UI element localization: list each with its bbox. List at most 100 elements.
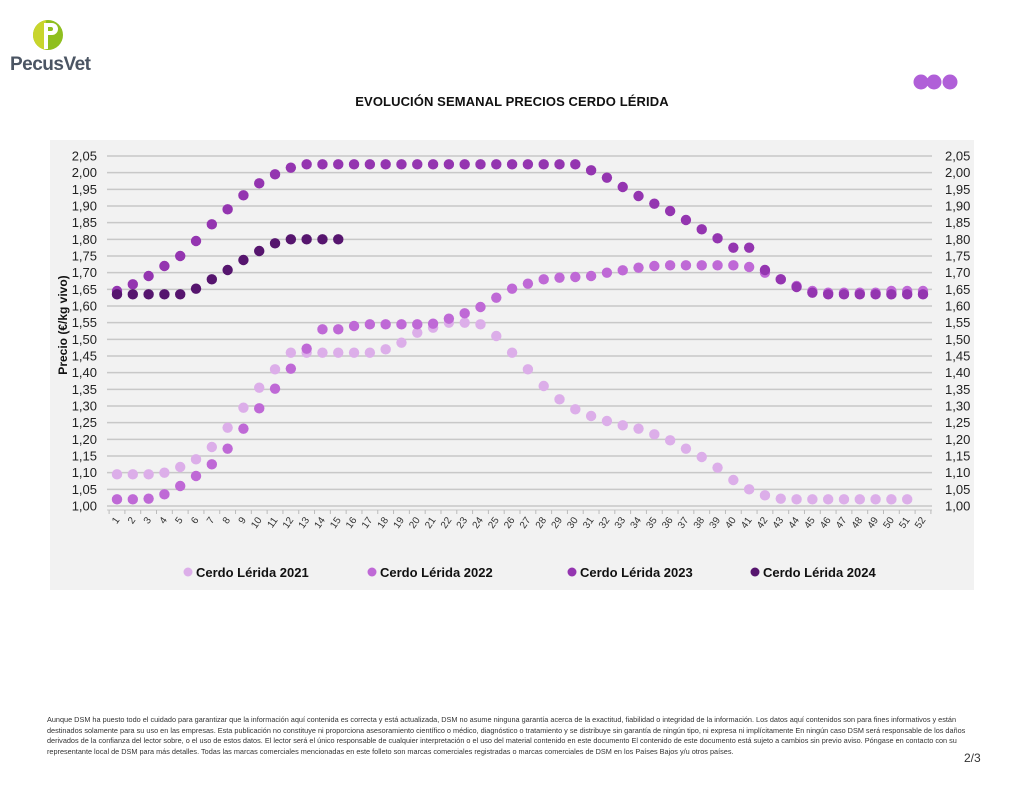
data-point	[222, 443, 233, 454]
y-tick-label-right: 1,25	[945, 415, 970, 430]
y-tick-label-left: 1,85	[72, 215, 97, 230]
data-point	[254, 178, 265, 189]
brand-name: PecusVet	[10, 54, 91, 75]
x-tick-label: 21	[423, 515, 439, 531]
decorative-dots-icon	[913, 74, 958, 90]
data-point	[791, 494, 802, 505]
y-tick-label-right: 1,85	[945, 215, 970, 230]
data-point	[617, 265, 628, 276]
data-point	[680, 260, 692, 271]
x-tick-label: 32	[597, 515, 613, 531]
x-tick-label: 13	[297, 515, 313, 531]
data-point	[475, 319, 486, 330]
x-tick-label: 42	[755, 515, 771, 531]
data-point	[475, 159, 486, 170]
y-tick-label-left: 1,80	[72, 232, 97, 247]
x-tick-label: 4	[158, 515, 170, 526]
data-point	[901, 494, 913, 505]
data-point	[206, 441, 218, 453]
data-point	[238, 402, 249, 413]
x-tick-label: 22	[439, 515, 455, 531]
data-point	[538, 159, 549, 170]
data-point	[522, 278, 534, 289]
data-point	[127, 494, 139, 505]
y-tick-label-left: 1,55	[72, 315, 97, 330]
data-point	[206, 274, 218, 285]
y-tick-label-right: 1,60	[945, 299, 970, 314]
data-point	[301, 343, 312, 354]
x-tick-label: 28	[534, 515, 550, 531]
data-point	[206, 219, 218, 230]
data-point	[206, 459, 218, 470]
deco-dot	[926, 74, 942, 90]
data-point	[538, 380, 549, 392]
data-point	[364, 319, 376, 330]
data-point	[254, 403, 265, 414]
data-point	[285, 363, 297, 374]
data-point	[396, 337, 407, 348]
data-point	[301, 234, 312, 245]
y-tick-label-right: 1,20	[945, 432, 970, 447]
data-point	[412, 159, 423, 170]
x-tick-label: 11	[266, 515, 281, 530]
data-point	[459, 159, 470, 170]
y-tick-label-right: 1,30	[945, 399, 970, 414]
data-point	[743, 242, 755, 253]
data-point	[854, 289, 865, 300]
data-point	[238, 190, 249, 201]
data-point	[443, 313, 455, 324]
y-axis-left: 1,00 1,05 1,101,15 1,20 1,251,30 1,35 1,401,45…	[72, 149, 97, 514]
y-tick-label-right: 1,50	[945, 332, 970, 347]
data-point	[491, 159, 502, 170]
logo-mark-icon	[33, 20, 63, 50]
data-point	[570, 159, 581, 170]
deco-dot	[913, 74, 929, 90]
data-point	[317, 347, 328, 358]
data-point	[712, 462, 723, 473]
x-tick-label: 25	[486, 515, 502, 531]
data-point	[728, 242, 739, 253]
y-tick-label-left: 1,50	[72, 332, 97, 347]
data-point	[333, 347, 344, 358]
data-point	[301, 159, 312, 170]
y-tick-label-left: 1,75	[72, 249, 97, 264]
y-tick-label-right: 1,40	[945, 365, 970, 380]
data-point	[585, 410, 597, 422]
data-point	[443, 159, 455, 170]
legend-item: Cerdo Lérida 2023	[567, 565, 693, 580]
data-point	[238, 423, 249, 434]
data-point	[901, 289, 913, 300]
data-point	[554, 159, 565, 170]
data-point	[269, 238, 281, 249]
data-point	[127, 469, 139, 480]
y-tick-label-right: 1,10	[945, 465, 970, 480]
x-tick-label: 39	[708, 515, 724, 531]
y-tick-label-right: 1,80	[945, 232, 970, 247]
y-tick-label-left: 1,45	[72, 349, 97, 364]
data-point	[649, 198, 660, 209]
data-point	[506, 283, 518, 294]
data-point	[870, 494, 881, 505]
x-tick-label: 9	[237, 515, 249, 526]
data-point	[190, 454, 202, 465]
series-3	[111, 159, 929, 300]
x-tick-label: 12	[281, 515, 297, 531]
y-tick-label-right: 1,35	[945, 382, 970, 397]
data-point	[712, 260, 723, 271]
y-tick-label-left: 1,30	[72, 399, 97, 414]
data-point	[822, 494, 834, 505]
data-points	[111, 159, 929, 505]
data-point	[506, 347, 518, 358]
data-point	[412, 327, 423, 338]
x-tick-label: 15	[328, 515, 344, 531]
y-tick-label-right: 1,90	[945, 199, 970, 214]
data-point	[601, 172, 613, 183]
data-point	[775, 493, 786, 504]
x-tick-label: 47	[834, 515, 850, 531]
y-tick-label-left: 1,10	[72, 465, 97, 480]
x-tick-label: 36	[660, 515, 676, 531]
data-point	[285, 234, 297, 245]
x-tick-label: 48	[850, 515, 866, 531]
data-point	[127, 289, 139, 300]
y-tick-label-right: 1,05	[945, 482, 970, 497]
